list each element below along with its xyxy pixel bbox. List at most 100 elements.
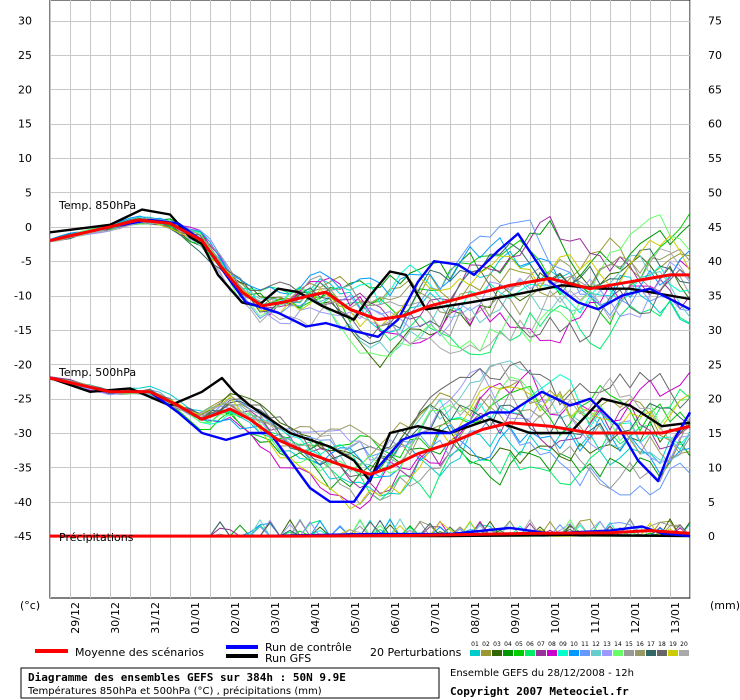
left-tick-label: -10 [14, 290, 32, 303]
perturbation-number: 20 [680, 641, 688, 648]
x-date-label: 13/01 [669, 602, 682, 634]
left-tick-label: 25 [18, 49, 32, 62]
x-date-label: 31/12 [149, 602, 162, 634]
perturbation-number: 16 [636, 641, 644, 648]
perturbation-swatch [525, 650, 535, 656]
right-tick-label: 75 [708, 15, 722, 28]
perturbation-swatch [613, 650, 623, 656]
x-date-label: 07/01 [429, 602, 442, 634]
perturbation-swatch [547, 650, 557, 656]
legend-mean-label: Moyenne des scénarios [75, 646, 204, 659]
x-date-label: 03/01 [269, 602, 282, 634]
perturbation-line [49, 376, 691, 497]
legend: Moyenne des scénarios Run de contrôle Ru… [35, 641, 689, 665]
footer-box [20, 667, 440, 699]
right-tick-label: 55 [708, 152, 722, 165]
perturbation-swatch [635, 650, 645, 656]
plot-grid [49, 0, 691, 599]
right-tick-label: 30 [708, 324, 722, 337]
series-gfs_500 [49, 376, 691, 483]
left-tick-label: 5 [25, 186, 32, 199]
right-tick-label: 25 [708, 358, 722, 371]
perturbation-swatch [514, 650, 524, 656]
main-series-lines [49, 208, 692, 538]
x-date-label: 09/01 [509, 602, 522, 634]
left-tick-label: 30 [18, 15, 32, 28]
right-tick-label: 15 [708, 427, 722, 440]
x-date-label: 06/01 [389, 602, 402, 634]
right-tick-label: 40 [708, 255, 722, 268]
left-axis-ticks: 30 25 20 15 10 5 0 -5 -10 -15 -20 -25 -30 -35 -40 -45 [14, 15, 32, 544]
right-tick-label: 70 [708, 49, 722, 62]
perturbation-number: 01 [471, 641, 479, 648]
left-tick-label: 10 [18, 152, 32, 165]
perturbation-swatch [558, 650, 568, 656]
perturbation-number: 08 [548, 641, 556, 648]
legend-perturbations-label: 20 Perturbations [370, 646, 462, 659]
series-mean_precip [50, 529, 691, 538]
right-tick-label: 0 [708, 530, 715, 543]
left-tick-label: -20 [14, 358, 32, 371]
left-tick-label: -5 [21, 255, 32, 268]
x-axis-dates: 29/12 30/12 31/12 01/01 02/01 03/01 04/01 05/01… [69, 602, 682, 634]
perturbation-number: 12 [592, 641, 600, 648]
left-axis-unit: (°c) [20, 599, 40, 612]
perturbation-swatch [679, 650, 689, 656]
panel-label-precip: Précipitations [59, 531, 134, 544]
perturbation-number: 07 [537, 641, 545, 648]
right-tick-label: 50 [708, 186, 722, 199]
series-mean_500 [49, 376, 691, 476]
footer-run-info: Ensemble GEFS du 28/12/2008 - 12h [450, 668, 634, 679]
perturbation-swatch [470, 650, 480, 656]
footer-title: Diagramme des ensembles GEFS sur 384h : … [28, 671, 346, 684]
perturbation-line [49, 215, 691, 306]
x-date-label: 02/01 [229, 602, 242, 634]
perturbation-swatch [580, 650, 590, 656]
panel-label-t500: Temp. 500hPa [58, 366, 136, 379]
perturbation-number: 02 [482, 641, 490, 648]
right-tick-label: 60 [708, 118, 722, 131]
perturbation-number: 13 [603, 641, 611, 648]
x-date-label: 12/01 [629, 602, 642, 634]
perturbation-number: 10 [570, 641, 578, 648]
legend-control-label: Run de contrôle [265, 641, 352, 654]
right-tick-label: 20 [708, 393, 722, 406]
perturbation-swatches: 01 02 03 04 05 06 07 08 09 10 11 12 13 14 15 16 17 18 19 20 [470, 641, 689, 656]
perturbation-swatch [503, 650, 513, 656]
perturbation-swatch [569, 650, 579, 656]
legend-gfs-label: Run GFS [265, 652, 311, 665]
left-tick-label: 15 [18, 118, 32, 131]
perturbation-swatch [481, 650, 491, 656]
left-tick-label: -30 [14, 427, 32, 440]
perturbation-swatch [646, 650, 656, 656]
perturbation-number: 11 [581, 641, 589, 648]
x-date-label: 01/01 [189, 602, 202, 634]
right-tick-label: 5 [708, 496, 715, 509]
perturbation-number: 14 [614, 641, 622, 648]
perturbation-swatch [624, 650, 634, 656]
perturbation-line [49, 367, 691, 464]
perturbation-line [49, 220, 691, 345]
perturbation-number: 04 [504, 641, 512, 648]
series-mean_850 [49, 218, 690, 322]
left-tick-label: -35 [14, 461, 32, 474]
perturbation-number: 15 [625, 641, 633, 648]
x-date-label: 10/01 [549, 602, 562, 634]
series-ctrl_500 [49, 376, 692, 503]
right-axis-unit: (mm) [710, 599, 740, 612]
perturbation-number: 06 [526, 641, 534, 648]
perturbation-swatch [602, 650, 612, 656]
perturbation-number: 03 [493, 641, 501, 648]
perturbation-number: 19 [669, 641, 677, 648]
right-tick-label: 65 [708, 83, 722, 96]
perturbation-number: 05 [515, 641, 523, 648]
left-tick-label: -25 [14, 393, 32, 406]
left-tick-label: -45 [14, 530, 32, 543]
right-tick-label: 45 [708, 221, 722, 234]
x-date-label: 29/12 [69, 602, 82, 634]
x-date-label: 11/01 [589, 602, 602, 634]
left-tick-label: 20 [18, 83, 32, 96]
left-tick-label: 0 [25, 221, 32, 234]
footer-copyright: Copyright 2007 Meteociel.fr [450, 685, 629, 698]
